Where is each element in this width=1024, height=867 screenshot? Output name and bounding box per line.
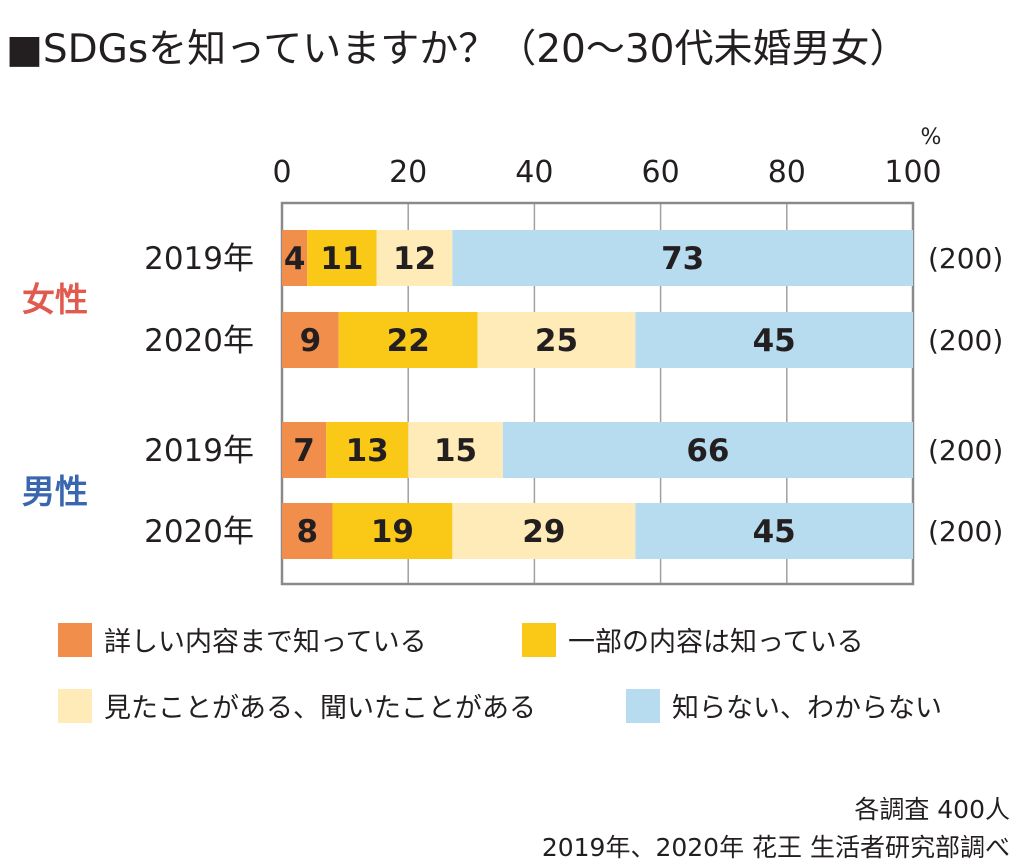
x-tick-label-80: 80	[768, 155, 806, 190]
bar-segment	[635, 503, 913, 559]
legend-label-3: 見たことがある、聞いたことがある	[104, 693, 536, 724]
data-label: 45	[753, 323, 796, 359]
row-label-year: 2019年	[144, 241, 254, 277]
row-sample-size: (200)	[928, 515, 1003, 548]
row-sample-size: (200)	[928, 434, 1003, 467]
unit-label: %	[921, 125, 942, 150]
bar-segment	[338, 312, 478, 368]
data-label: 4	[284, 241, 306, 277]
bar-segment	[477, 312, 636, 368]
bar-segment	[502, 422, 913, 478]
x-tick-label-40: 40	[515, 155, 553, 190]
group-label-1: 女性	[22, 280, 88, 319]
legend-swatch-2	[522, 622, 556, 657]
bar-segment	[452, 230, 913, 286]
bar-segment	[452, 503, 636, 559]
x-tick-label-100: 100	[884, 155, 941, 190]
x-tick-label-0: 0	[272, 155, 291, 190]
row-label-year: 2020年	[144, 323, 254, 359]
row-label-year: 2020年	[144, 514, 254, 550]
bar-segment	[282, 422, 327, 478]
data-label: 29	[522, 514, 565, 550]
data-label: 25	[535, 323, 578, 359]
stacked-bar-chart: 0 20 40 60 80 100% 4 11 12 73 2019年 (200) 9 22 25 45 202…	[22, 125, 1003, 586]
chart-title: ■SDGsを知っていますか？（20〜30代未婚男女）	[6, 27, 909, 72]
legend-label-1: 詳しい内容まで知っている	[104, 627, 427, 658]
group-label-2: 男性	[22, 472, 88, 511]
bar-segment	[282, 503, 333, 559]
data-label: 12	[393, 241, 436, 277]
legend-swatch-4	[626, 688, 660, 723]
data-label: 19	[371, 514, 414, 550]
legend-label-4: 知らない、わからない	[672, 693, 942, 724]
bar-segment	[376, 230, 453, 286]
data-label: 73	[661, 241, 704, 277]
legend-swatch-3	[58, 688, 92, 723]
bar-segment	[408, 422, 503, 478]
data-label: 22	[387, 323, 430, 359]
legend-item-2: 一部の内容は知っている	[522, 620, 864, 659]
legend-swatch-1	[58, 622, 92, 657]
footer-source: 2019年、2020年 花王 生活者研究部調べ	[541, 833, 1010, 862]
data-label: 13	[346, 433, 389, 469]
bar-segment	[326, 422, 409, 478]
plot-frame	[280, 201, 915, 586]
data-label: 9	[300, 323, 322, 359]
x-tick-label-20: 20	[389, 155, 427, 190]
data-label: 11	[320, 241, 363, 277]
row-sample-size: (200)	[928, 324, 1003, 357]
bar-segment	[635, 312, 913, 368]
data-label: 15	[434, 433, 477, 469]
data-label: 7	[293, 433, 315, 469]
data-label: 66	[686, 433, 729, 469]
legend-item-3: 見たことがある、聞いたことがある	[58, 686, 536, 725]
bar-segment	[332, 503, 453, 559]
footer-sample-size: 各調査 400人	[854, 795, 1010, 824]
legend-item-1: 詳しい内容まで知っている	[58, 620, 427, 659]
row-sample-size: (200)	[928, 242, 1003, 275]
bar-segment	[282, 230, 308, 286]
row-label-year: 2019年	[144, 433, 254, 469]
legend-item-4: 知らない、わからない	[626, 686, 942, 725]
bar-segment	[282, 312, 339, 368]
data-label: 8	[296, 514, 318, 550]
legend-label-2: 一部の内容は知っている	[568, 627, 864, 658]
x-tick-label-60: 60	[642, 155, 680, 190]
bar-segment	[307, 230, 377, 286]
data-label: 45	[753, 514, 796, 550]
